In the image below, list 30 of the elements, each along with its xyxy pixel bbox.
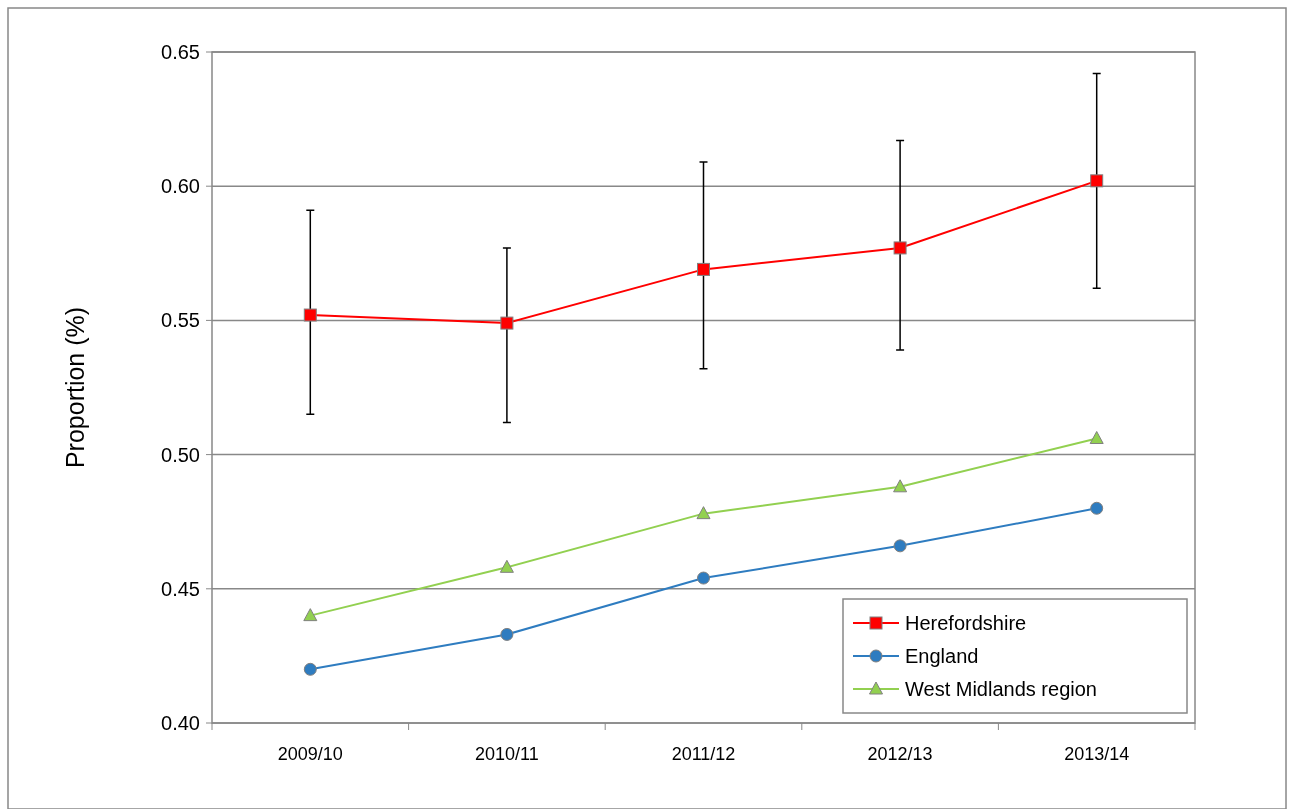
legend-label: Herefordshire [905, 612, 1027, 634]
x-tick-label: 2013/14 [1064, 744, 1130, 764]
point [499, 559, 514, 573]
y-axis-title: Proportion (%) [61, 306, 89, 469]
x-tick-label: 2009/10 [277, 744, 343, 764]
point [893, 539, 907, 553]
point [893, 479, 908, 493]
point [1090, 501, 1104, 515]
point [697, 262, 710, 276]
y-tick-label: 0.45 [161, 577, 200, 600]
y-tick-label: 0.60 [161, 175, 200, 198]
point [500, 316, 514, 330]
x-tick-label: 2012/13 [867, 744, 933, 764]
x-tick-label: 2010/11 [475, 744, 539, 764]
point [1089, 431, 1104, 444]
legend-label: England [905, 645, 979, 667]
y-tick-label: 0.50 [161, 443, 200, 466]
x-tick-label: 2011/12 [671, 744, 736, 764]
point [500, 627, 514, 641]
point [303, 308, 317, 322]
point [696, 506, 711, 520]
point [303, 662, 317, 676]
point [1090, 174, 1104, 188]
point [303, 608, 318, 622]
y-tick-label: 0.55 [161, 309, 200, 332]
point [893, 241, 907, 255]
legend-label: West Midlands region [905, 678, 1097, 700]
y-tick-label: 0.65 [161, 41, 200, 63]
point [697, 571, 710, 585]
y-tick-label: 0.40 [161, 712, 200, 734]
